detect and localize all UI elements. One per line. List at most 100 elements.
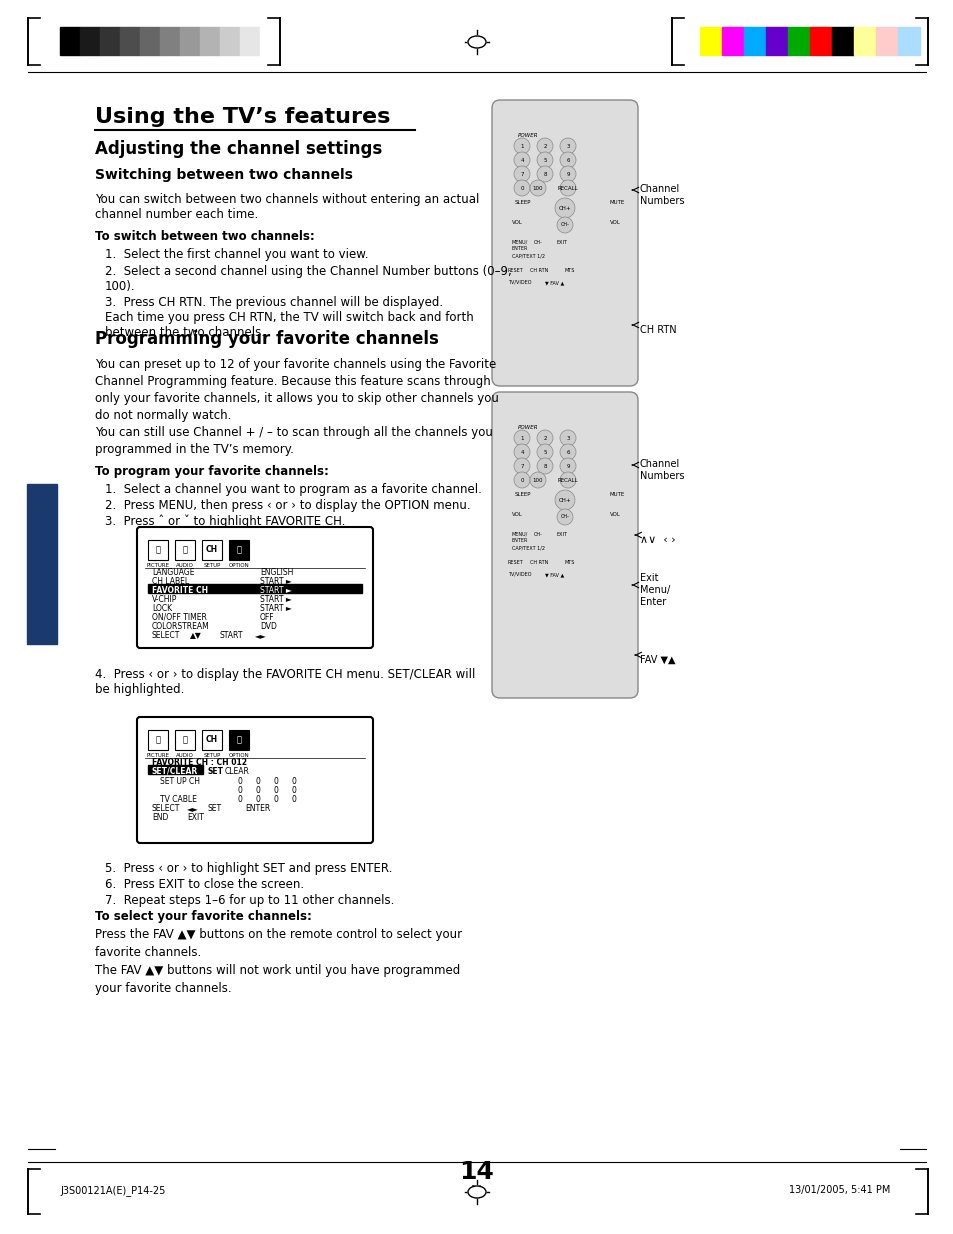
Text: 0: 0 xyxy=(237,786,242,795)
Text: You can preset up to 12 of your favorite channels using the Favorite
Channel Pro: You can preset up to 12 of your favorite… xyxy=(95,358,498,457)
Text: SET: SET xyxy=(208,768,224,776)
Circle shape xyxy=(514,167,530,181)
Text: MUTE: MUTE xyxy=(609,200,624,205)
Text: 0: 0 xyxy=(292,777,296,786)
Text: CAP/TEXT 1/2: CAP/TEXT 1/2 xyxy=(512,254,544,259)
Text: CH-: CH- xyxy=(533,532,542,537)
Text: 🏔: 🏔 xyxy=(155,545,160,554)
Circle shape xyxy=(537,167,553,181)
Text: ◄►: ◄► xyxy=(187,805,198,813)
Text: CH-: CH- xyxy=(560,515,569,520)
Bar xyxy=(174,731,194,750)
Text: 0: 0 xyxy=(274,786,278,795)
Bar xyxy=(831,27,853,56)
Bar xyxy=(200,27,220,56)
Text: POWER: POWER xyxy=(517,133,538,138)
Text: ▼ FAV ▲: ▼ FAV ▲ xyxy=(544,280,563,285)
Text: EXIT: EXIT xyxy=(556,532,567,537)
Text: Using the TV’s
Features: Using the TV’s Features xyxy=(31,677,52,763)
Text: OFF: OFF xyxy=(260,613,274,622)
Text: SELECT: SELECT xyxy=(152,805,180,813)
Text: VOL: VOL xyxy=(609,220,620,225)
Bar xyxy=(148,584,361,594)
Bar xyxy=(721,27,743,56)
Bar xyxy=(743,27,765,56)
Circle shape xyxy=(559,167,576,181)
Text: 0: 0 xyxy=(519,478,523,482)
Text: START ►: START ► xyxy=(260,603,292,613)
Text: TV CABLE: TV CABLE xyxy=(160,795,196,805)
Text: Programming your favorite channels: Programming your favorite channels xyxy=(95,329,438,348)
Text: SET UP CH: SET UP CH xyxy=(160,777,200,786)
Text: START ►: START ► xyxy=(260,595,292,603)
Text: ON/OFF TIMER: ON/OFF TIMER xyxy=(152,613,207,622)
Text: 4: 4 xyxy=(519,158,523,163)
Text: CH+: CH+ xyxy=(558,497,571,502)
Text: CH-: CH- xyxy=(533,239,542,246)
Text: VOL: VOL xyxy=(609,512,620,517)
Text: 👤: 👤 xyxy=(236,735,241,744)
Text: SLEEP: SLEEP xyxy=(515,492,531,497)
Text: 0: 0 xyxy=(274,795,278,805)
Text: OPTION: OPTION xyxy=(229,753,249,758)
Circle shape xyxy=(555,197,575,218)
Text: ▼ FAV ▲: ▼ FAV ▲ xyxy=(544,573,563,578)
Text: 0: 0 xyxy=(237,795,242,805)
Text: 6.  Press EXIT to close the screen.: 6. Press EXIT to close the screen. xyxy=(105,879,304,891)
Bar xyxy=(160,27,180,56)
Text: POWER: POWER xyxy=(517,424,538,429)
Circle shape xyxy=(557,508,573,524)
Bar xyxy=(120,27,140,56)
Circle shape xyxy=(514,458,530,474)
Text: Using the TV’s features: Using the TV’s features xyxy=(95,107,390,127)
Text: Switching between two channels: Switching between two channels xyxy=(95,168,353,181)
Circle shape xyxy=(537,458,553,474)
Circle shape xyxy=(559,152,576,168)
Text: TV/VIDEO: TV/VIDEO xyxy=(507,280,531,285)
Bar xyxy=(229,731,249,750)
Text: 1.  Select a channel you want to program as a favorite channel.: 1. Select a channel you want to program … xyxy=(105,482,481,496)
Circle shape xyxy=(559,180,576,196)
Circle shape xyxy=(537,444,553,460)
Bar xyxy=(80,27,100,56)
Ellipse shape xyxy=(468,1186,485,1198)
Text: PICTURE: PICTURE xyxy=(147,753,170,758)
Circle shape xyxy=(559,458,576,474)
Text: 8: 8 xyxy=(542,172,546,176)
Bar xyxy=(809,27,831,56)
Circle shape xyxy=(537,138,553,154)
Circle shape xyxy=(559,444,576,460)
Text: COLORSTREAM: COLORSTREAM xyxy=(152,622,210,631)
Text: To switch between two channels:: To switch between two channels: xyxy=(95,230,314,243)
Text: 5: 5 xyxy=(542,449,546,454)
Text: LOCK: LOCK xyxy=(152,603,172,613)
Bar xyxy=(202,731,222,750)
Text: 14: 14 xyxy=(459,1160,494,1183)
Ellipse shape xyxy=(468,36,485,48)
Text: 3: 3 xyxy=(566,143,569,148)
Bar xyxy=(100,27,120,56)
Text: ▲▼: ▲▼ xyxy=(190,631,201,640)
Bar xyxy=(229,540,249,560)
Text: CH-: CH- xyxy=(560,222,569,227)
Text: 🔊: 🔊 xyxy=(182,735,188,744)
Text: FAV ▼▲: FAV ▼▲ xyxy=(639,655,675,665)
Text: START: START xyxy=(220,631,243,640)
Text: 2: 2 xyxy=(542,436,546,441)
Text: SELECT: SELECT xyxy=(152,631,180,640)
Text: 1: 1 xyxy=(519,436,523,441)
Circle shape xyxy=(557,217,573,233)
Bar xyxy=(140,27,160,56)
Bar xyxy=(765,27,787,56)
Text: EXIT: EXIT xyxy=(187,813,204,822)
Text: 👤: 👤 xyxy=(236,545,241,554)
Text: CH: CH xyxy=(206,735,218,744)
Text: AUDIO: AUDIO xyxy=(176,753,193,758)
Text: VOL: VOL xyxy=(512,220,522,225)
Circle shape xyxy=(555,490,575,510)
Text: 6: 6 xyxy=(566,158,569,163)
Text: ◄►: ◄► xyxy=(254,631,267,640)
Circle shape xyxy=(514,180,530,196)
Text: Press the FAV ▲▼ buttons on the remote control to select your
favorite channels.: Press the FAV ▲▼ buttons on the remote c… xyxy=(95,928,461,995)
Circle shape xyxy=(537,429,553,445)
